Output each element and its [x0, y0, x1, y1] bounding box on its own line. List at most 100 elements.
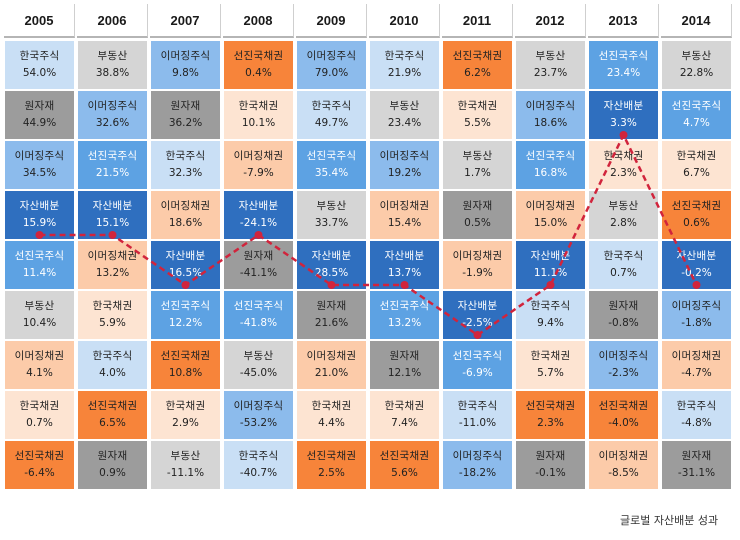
asset-return: 23.4% — [387, 117, 422, 129]
asset-name: 한국채권 — [92, 300, 133, 312]
asset-return: 4.7% — [683, 117, 710, 129]
asset-name: 한국채권 — [311, 400, 352, 412]
asset-return: 5.7% — [537, 367, 564, 379]
asset-return: -45.0% — [239, 367, 278, 379]
asset-name: 이머징주식 — [671, 300, 722, 312]
asset-name: 자산배분 — [92, 200, 133, 212]
asset-return: 6.7% — [683, 167, 710, 179]
asset-name: 한국주식 — [603, 250, 644, 262]
asset-name: 선진국주식 — [160, 300, 211, 312]
asset-name: 원자재 — [462, 200, 493, 212]
year-header: 2011 — [442, 4, 513, 38]
asset-return: 21.6% — [314, 317, 349, 329]
asset-cell: 원자재 -31.1% — [661, 440, 732, 490]
asset-return: -1.9% — [462, 267, 493, 279]
asset-return: 15.4% — [387, 217, 422, 229]
asset-return: 6.5% — [99, 417, 126, 429]
asset-name: 이머징채권 — [525, 200, 576, 212]
asset-return: 2.5% — [318, 467, 345, 479]
asset-name: 부동산 — [535, 50, 566, 62]
asset-name: 한국채권 — [19, 400, 60, 412]
asset-name: 이머징주식 — [87, 100, 138, 112]
asset-name: 이머징채권 — [87, 250, 138, 262]
asset-cell: 선진국채권 10.8% — [150, 340, 221, 390]
asset-return: 18.6% — [168, 217, 203, 229]
asset-name: 한국주식 — [676, 400, 717, 412]
asset-return: 21.5% — [95, 167, 130, 179]
asset-return: -41.1% — [239, 267, 278, 279]
asset-cell: 자산배분 -0.2% — [661, 240, 732, 290]
asset-return: 0.4% — [245, 67, 272, 79]
asset-return: -11.0% — [458, 417, 497, 429]
asset-cell: 한국주식 21.9% — [369, 40, 440, 90]
asset-name: 선진국주식 — [306, 150, 357, 162]
asset-cell: 선진국주식 35.4% — [296, 140, 367, 190]
asset-name: 이머징채권 — [671, 350, 722, 362]
asset-name: 자산배분 — [238, 200, 279, 212]
asset-cell: 부동산 22.8% — [661, 40, 732, 90]
asset-cell: 한국주식 -11.0% — [442, 390, 513, 440]
asset-name: 한국채권 — [530, 350, 571, 362]
asset-cell: 이머징채권 -1.9% — [442, 240, 513, 290]
asset-cell: 한국채권 6.7% — [661, 140, 732, 190]
asset-name: 한국주식 — [457, 400, 498, 412]
asset-return: 5.5% — [464, 117, 491, 129]
asset-name: 이머징채권 — [233, 150, 284, 162]
asset-return: 22.8% — [679, 67, 714, 79]
asset-cell: 한국주식 32.3% — [150, 140, 221, 190]
asset-return: -6.4% — [24, 467, 55, 479]
asset-return: 5.9% — [99, 317, 126, 329]
legend-area — [4, 502, 734, 538]
asset-name: 선진국채권 — [306, 450, 357, 462]
asset-cell: 선진국주식 12.2% — [150, 290, 221, 340]
asset-return: 2.8% — [610, 217, 637, 229]
asset-cell: 한국채권 2.3% — [588, 140, 659, 190]
asset-return: 23.4% — [606, 67, 641, 79]
year-header: 2005 — [4, 4, 75, 38]
asset-cell: 이머징채권 4.1% — [4, 340, 75, 390]
asset-name: 원자재 — [243, 250, 274, 262]
asset-cell: 이머징주식 32.6% — [77, 90, 148, 140]
asset-return: 33.7% — [314, 217, 349, 229]
asset-name: 한국주식 — [530, 300, 571, 312]
asset-cell: 이머징주식 -2.3% — [588, 340, 659, 390]
asset-return: -0.1% — [535, 467, 566, 479]
asset-return: 2.9% — [172, 417, 199, 429]
asset-return: 38.8% — [95, 67, 130, 79]
asset-return: -18.2% — [458, 467, 497, 479]
asset-return: 15.9% — [22, 217, 57, 229]
asset-name: 선진국채권 — [160, 350, 211, 362]
year-header: 2010 — [369, 4, 440, 38]
asset-cell: 선진국채권 6.5% — [77, 390, 148, 440]
asset-name: 부동산 — [608, 200, 639, 212]
asset-return: 13.2% — [95, 267, 130, 279]
asset-return: 21.0% — [314, 367, 349, 379]
asset-name: 한국채권 — [676, 150, 717, 162]
asset-name: 이머징채권 — [306, 350, 357, 362]
asset-return: -1.8% — [681, 317, 712, 329]
asset-name: 한국채권 — [603, 150, 644, 162]
asset-name: 선진국주식 — [452, 350, 503, 362]
asset-cell: 자산배분 3.3% — [588, 90, 659, 140]
asset-return: 16.8% — [533, 167, 568, 179]
year-header: 2006 — [77, 4, 148, 38]
asset-return: 5.6% — [391, 467, 418, 479]
asset-name: 이머징주식 — [14, 150, 65, 162]
asset-return: 13.2% — [387, 317, 422, 329]
asset-return: 28.5% — [314, 267, 349, 279]
asset-cell: 한국주식 54.0% — [4, 40, 75, 90]
asset-name: 한국채권 — [457, 100, 498, 112]
asset-name: 한국채권 — [165, 400, 206, 412]
asset-name: 한국채권 — [384, 400, 425, 412]
asset-name: 원자재 — [170, 100, 201, 112]
asset-cell: 한국주식 -4.8% — [661, 390, 732, 440]
year-header: 2009 — [296, 4, 367, 38]
asset-return: 49.7% — [314, 117, 349, 129]
asset-return: -40.7% — [239, 467, 278, 479]
asset-name: 이머징채권 — [160, 200, 211, 212]
asset-name: 이머징채권 — [379, 200, 430, 212]
asset-cell: 선진국채권 5.6% — [369, 440, 440, 490]
asset-cell: 한국주식 -40.7% — [223, 440, 294, 490]
asset-cell: 이머징주식 -1.8% — [661, 290, 732, 340]
asset-cell: 한국주식 49.7% — [296, 90, 367, 140]
